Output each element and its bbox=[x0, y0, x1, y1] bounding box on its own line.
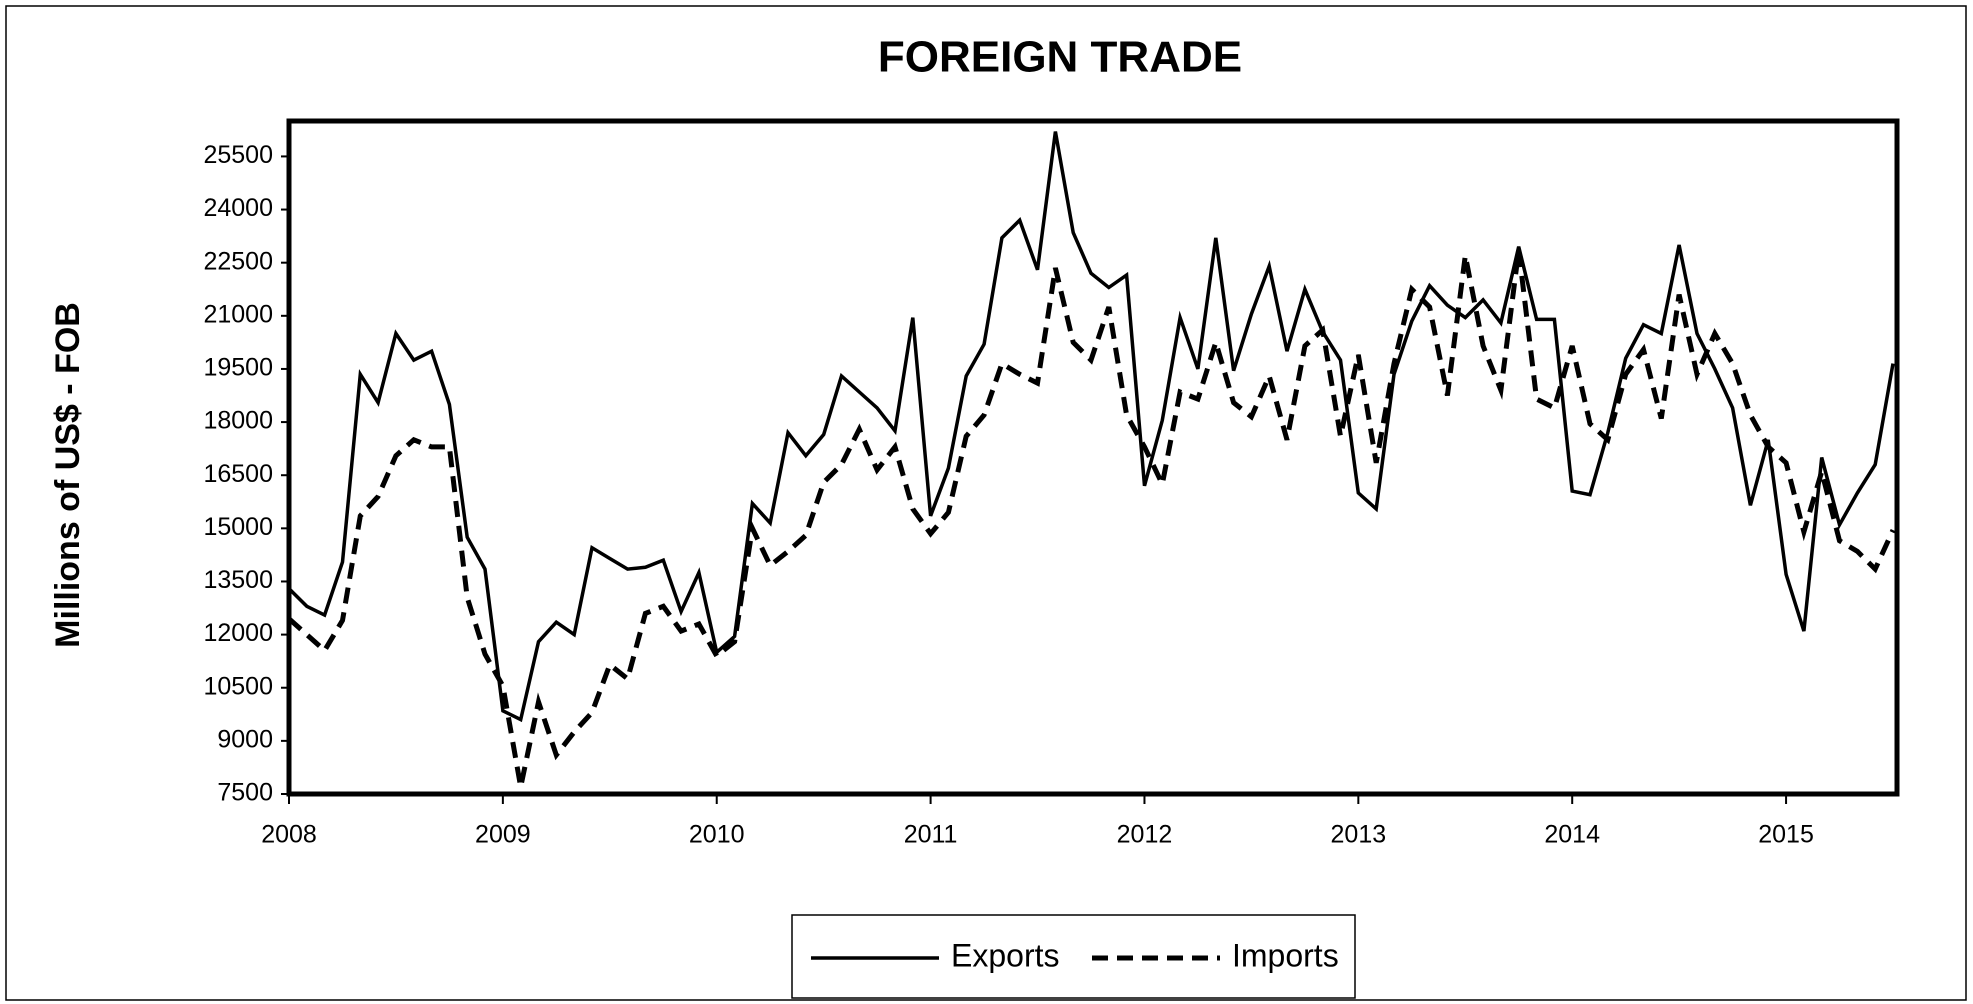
y-tick-label: 10500 bbox=[203, 672, 273, 700]
series-line bbox=[287, 249, 1896, 788]
y-tick-label: 22500 bbox=[203, 247, 273, 275]
chart-title: FOREIGN TRADE bbox=[878, 33, 1242, 82]
chart-border bbox=[5, 5, 1967, 1001]
y-tick-label: 24000 bbox=[203, 194, 273, 222]
plot-frame bbox=[286, 118, 1900, 797]
x-tick-label: 2015 bbox=[1758, 821, 1814, 849]
legend-label: Exports bbox=[951, 937, 1059, 973]
y-tick-label: 13500 bbox=[203, 566, 273, 594]
legend-label: Imports bbox=[1232, 937, 1339, 973]
x-tick-label: 2012 bbox=[1117, 821, 1173, 849]
y-tick-label: 15000 bbox=[203, 513, 273, 541]
y-axis-label: Millions of US$ - FOB bbox=[49, 302, 87, 648]
y-tick-label: 16500 bbox=[203, 460, 273, 488]
y-tick-label: 21000 bbox=[203, 300, 273, 328]
y-tick-label: 18000 bbox=[203, 407, 273, 435]
y-tick-label: 9000 bbox=[217, 725, 273, 753]
x-tick-label: 2009 bbox=[475, 821, 531, 849]
x-tick-label: 2013 bbox=[1331, 821, 1387, 849]
x-tick-label: 2010 bbox=[689, 821, 745, 849]
x-tick-label: 2008 bbox=[261, 821, 317, 849]
y-tick-label: 25500 bbox=[203, 141, 273, 169]
x-tick-label: 2011 bbox=[904, 821, 958, 849]
x-tick-label: 2014 bbox=[1544, 821, 1600, 849]
y-tick-label: 12000 bbox=[203, 619, 273, 647]
y-tick-label: 7500 bbox=[217, 779, 273, 807]
y-tick-label: 19500 bbox=[203, 354, 273, 382]
series-line bbox=[287, 131, 1895, 723]
